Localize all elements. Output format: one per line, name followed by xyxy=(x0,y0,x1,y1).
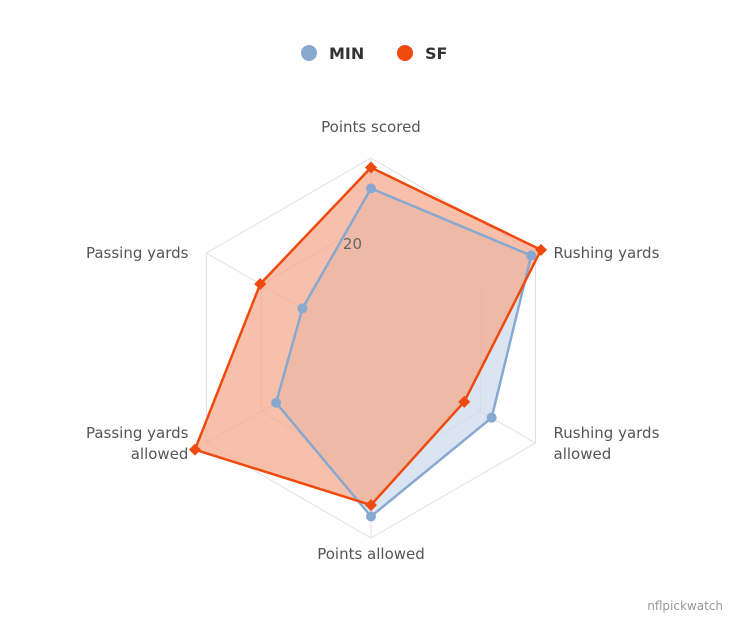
axis-label-points-scored: Points scored xyxy=(321,118,421,136)
point-sf-points-allowed[interactable] xyxy=(365,499,377,512)
axis-label-points-allowed: Points allowed xyxy=(317,545,425,563)
point-min-rushing-yards-allowed[interactable] xyxy=(486,412,497,423)
axis-label-line: Passing yards xyxy=(86,424,189,442)
legend-label-sf: SF xyxy=(425,44,447,63)
radar-ticks: 20 xyxy=(343,235,362,253)
axis-label-line: allowed xyxy=(554,445,612,463)
credit-text[interactable]: nflpickwatch xyxy=(647,599,723,613)
axis-label-line: Rushing yards xyxy=(554,244,660,262)
axis-label-rushing-yards-allowed: Rushing yards allowed xyxy=(554,424,660,463)
legend-item-sf[interactable]: SF xyxy=(397,44,447,63)
axis-label-line: Points scored xyxy=(321,118,421,136)
axis-label-line: Points allowed xyxy=(317,545,425,563)
axis-label-line: allowed xyxy=(131,445,189,463)
point-sf-passing-yards[interactable] xyxy=(254,278,267,291)
point-min-passing-yards[interactable] xyxy=(297,303,308,314)
point-sf-rushing-yards[interactable] xyxy=(535,243,548,256)
axis-labels: Points scored Rushing yards Rushing yards a… xyxy=(86,118,660,563)
series-area-sf xyxy=(194,167,542,506)
axis-label-passing-yards: Passing yards xyxy=(86,244,189,262)
point-min-points-scored[interactable] xyxy=(366,183,376,194)
radar-series xyxy=(188,161,548,522)
legend-item-min[interactable]: MIN xyxy=(301,44,364,63)
axis-label-rushing-yards: Rushing yards xyxy=(554,244,660,262)
point-min-passing-yards-allowed[interactable] xyxy=(271,397,282,408)
point-sf-passing-yards-allowed[interactable] xyxy=(188,443,201,456)
axis-label-passing-yards-allowed: Passing yards allowed xyxy=(86,424,189,463)
legend-marker-sf xyxy=(397,45,413,61)
axis-label-line: Passing yards xyxy=(86,244,189,262)
tick-label-20: 20 xyxy=(343,235,362,253)
legend-marker-min xyxy=(301,45,317,61)
point-sf-rushing-yards-allowed[interactable] xyxy=(458,395,471,408)
point-min-points-allowed[interactable] xyxy=(366,511,376,522)
axis-label-line: Rushing yards xyxy=(554,424,660,442)
point-sf-points-scored[interactable] xyxy=(365,161,377,174)
point-min-rushing-yards[interactable] xyxy=(526,250,537,261)
legend-label-min: MIN xyxy=(329,44,364,63)
legend: MIN SF xyxy=(301,44,447,63)
